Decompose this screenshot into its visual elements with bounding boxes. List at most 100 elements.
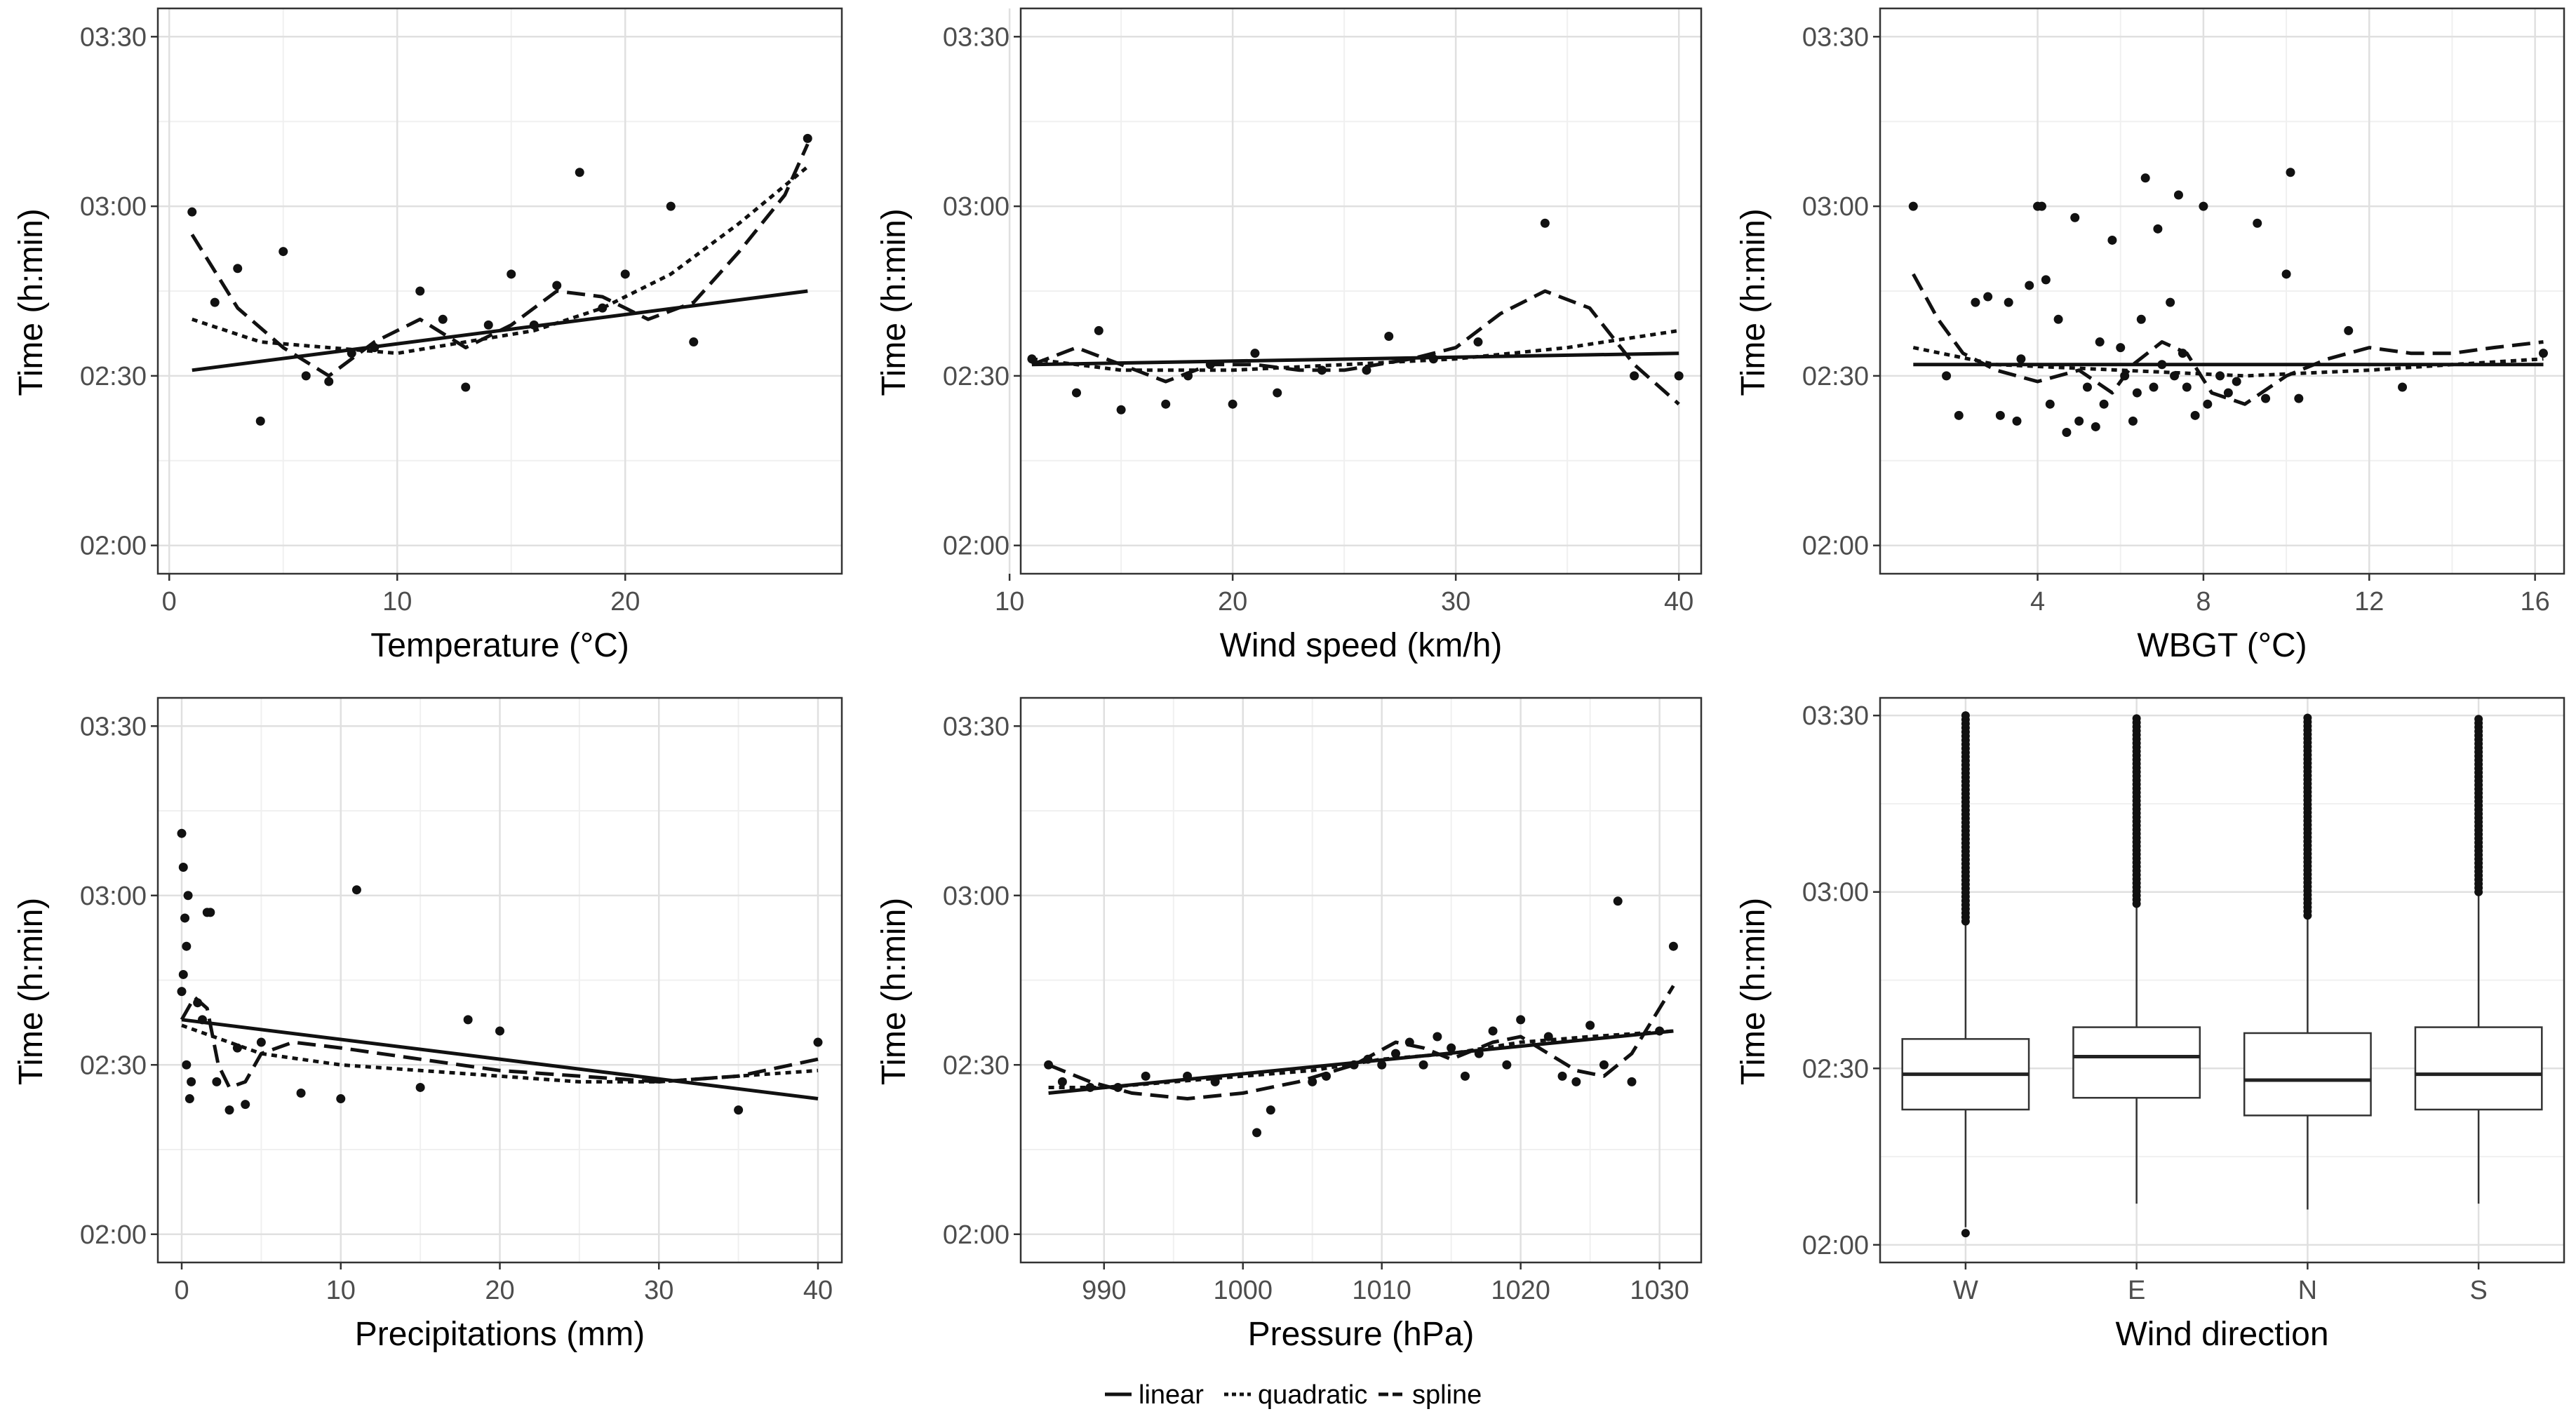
data-point (2004, 297, 2013, 307)
data-point (1161, 399, 1171, 409)
data-point (177, 987, 187, 997)
data-point (2120, 371, 2130, 381)
data-point (2203, 399, 2213, 409)
panel-border (1019, 696, 1703, 1264)
data-point (2099, 399, 2109, 409)
data-point (185, 1094, 194, 1104)
y-tick-label: 03:00 (80, 882, 147, 911)
data-point (2215, 371, 2225, 381)
x-axis-title: Pressure (hPa) (1248, 1316, 1475, 1353)
x-tick-label: 0 (162, 587, 177, 617)
data-point (1516, 1015, 1526, 1025)
x-tick-label: 16 (2520, 587, 2549, 617)
fit-line-quadratic (1912, 346, 2544, 378)
data-point (461, 382, 471, 392)
data-point (1428, 354, 1438, 364)
data-point (734, 1105, 744, 1115)
data-point (666, 201, 676, 211)
data-point (1027, 354, 1037, 364)
data-point (2149, 382, 2159, 392)
data-point (2132, 388, 2142, 398)
x-axis-title: Wind direction (2115, 1316, 2328, 1353)
x-axis-title: Temperature (°C) (370, 627, 629, 664)
y-axis-title: Time (h:min) (1735, 898, 1772, 1086)
y-tick-label: 02:30 (80, 1051, 147, 1080)
data-point (212, 1077, 222, 1086)
y-tick-label: 03:00 (1802, 878, 1869, 908)
data-point (279, 247, 288, 257)
panel-4: 02:00 02:30 03:00 03:30 0 10 20 30 40 Precipitati… (13, 696, 843, 1353)
data-point (1433, 1032, 1442, 1042)
data-point (2190, 410, 2200, 420)
y-tick-label: 03:30 (1802, 701, 1869, 731)
data-point (2261, 393, 2271, 403)
data-point (1362, 365, 1371, 375)
data-point (1418, 1060, 1428, 1070)
data-point (483, 320, 493, 330)
x-tick-label: 12 (2354, 587, 2384, 617)
data-point (2170, 371, 2180, 381)
y-tick-label: 03:30 (80, 22, 147, 52)
x-tick-label: 10 (382, 587, 412, 617)
data-point (1599, 1060, 1609, 1070)
data-point (2281, 269, 2291, 279)
panel-3: 02:00 02:30 03:00 03:30 4 8 12 16 WBGT (°C) Time … (1735, 7, 2565, 664)
data-point (2140, 173, 2150, 183)
y-axis-title: Time (h:min) (876, 898, 913, 1086)
data-point (1404, 1037, 1414, 1047)
data-point (2074, 416, 2084, 426)
data-point (182, 941, 192, 951)
data-point (1908, 201, 1918, 211)
data-point (1655, 1026, 1665, 1036)
data-point (1627, 1077, 1637, 1086)
data-point (1183, 371, 1193, 381)
y-tick-label: 02:00 (1802, 1231, 1869, 1260)
data-point (1228, 399, 1237, 409)
x-tick-label: 8 (2196, 587, 2211, 617)
x-tick-label: W (1953, 1276, 1978, 1305)
data-point (2173, 190, 2183, 200)
data-point (1460, 1071, 1470, 1081)
data-point (2091, 422, 2100, 431)
data-point (813, 1037, 823, 1047)
data-point (2045, 399, 2055, 409)
data-point (1252, 1128, 1262, 1138)
data-point (2041, 275, 2051, 285)
data-point (256, 1037, 266, 1047)
data-point (1363, 1054, 1373, 1064)
fit-line-spline (190, 143, 810, 378)
x-tick-label: N (2298, 1276, 2317, 1305)
fit-line-quadratic (192, 165, 809, 356)
panel-5: 02:00 02:30 03:00 03:30 990 1000 1010 1020 1030 P… (876, 696, 1703, 1353)
data-point (1072, 388, 1082, 398)
y-axis-title: Time (h:min) (13, 898, 50, 1086)
data-point (1390, 1049, 1400, 1058)
y-tick-label: 03:00 (80, 192, 147, 222)
x-axis-title: Precipitations (mm) (355, 1316, 645, 1353)
x-tick-label: 1020 (1491, 1276, 1550, 1305)
data-point (1474, 1049, 1484, 1058)
data-point (575, 168, 584, 177)
data-point (183, 891, 193, 901)
x-tick-label: S (2469, 1276, 2487, 1305)
data-point (2344, 325, 2354, 335)
data-point (1044, 1060, 1054, 1070)
data-point (1613, 896, 1623, 906)
panel-6: 02:00 02:30 03:00 03:30 W E N S Wind direction Ti… (1735, 696, 2565, 1353)
panel-border (156, 696, 843, 1264)
data-point (2016, 354, 2026, 364)
outlier-point (2132, 714, 2141, 723)
fit-line-quadratic (1031, 328, 1679, 372)
data-point (2178, 349, 2187, 358)
box-S (2414, 715, 2543, 1204)
data-point (233, 264, 243, 274)
x-tick-label: 30 (1441, 587, 1470, 617)
data-point (507, 269, 516, 279)
data-point (598, 303, 608, 313)
data-point (351, 885, 361, 895)
box-body (2072, 1026, 2201, 1099)
data-point (1266, 1105, 1275, 1115)
data-point (1447, 1043, 1456, 1053)
data-point (2107, 235, 2117, 245)
data-point (2223, 388, 2233, 398)
